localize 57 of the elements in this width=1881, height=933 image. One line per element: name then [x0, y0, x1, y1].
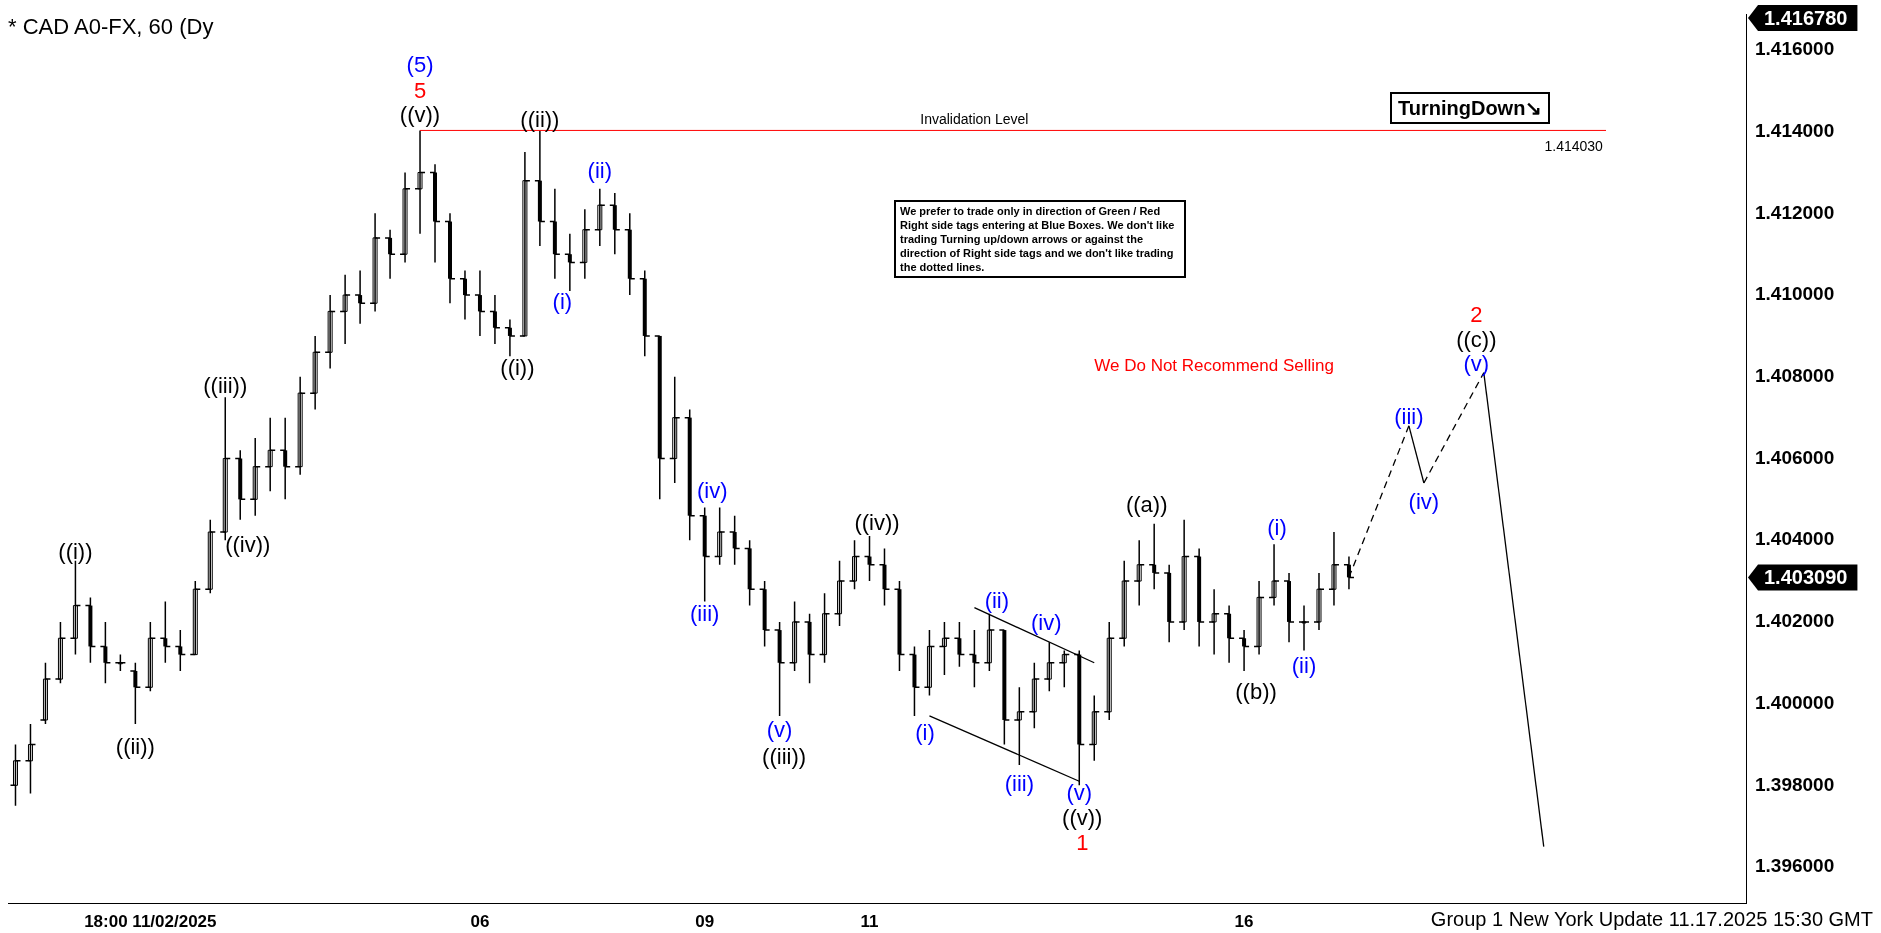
- annotation: ((iii)): [203, 373, 248, 399]
- annotation: ((v)): [399, 101, 441, 127]
- annotation: (ii): [984, 587, 1010, 613]
- x-tick-label: 09: [695, 911, 715, 931]
- x-tick-label: 16: [1234, 911, 1254, 931]
- y-tick-label: 1.414000: [1755, 119, 1835, 141]
- chart-title: * CAD A0-FX, 60 (Dy: [8, 14, 214, 40]
- annotation: ((i)): [58, 538, 93, 564]
- annotation: (5): [406, 51, 434, 77]
- text: 1.403090: [1764, 565, 1848, 588]
- annotation: ((iv)): [225, 531, 271, 557]
- annotation: 2: [1470, 302, 1483, 328]
- annotation: (i): [1267, 515, 1287, 541]
- annotation: (ii): [1291, 652, 1317, 678]
- y-tick-label: 1.396000: [1755, 855, 1835, 877]
- annotation: ((a)): [1125, 492, 1168, 518]
- annotation: (v): [1463, 351, 1490, 377]
- annotation: 5: [413, 77, 427, 103]
- y-tick-label: 1.412000: [1755, 201, 1835, 223]
- annotation: ((i)): [500, 355, 535, 381]
- annotation: (v): [1066, 780, 1093, 806]
- y-tick-label: 1.400000: [1755, 691, 1835, 713]
- ref-line-label: Invalidation Level: [920, 111, 1029, 128]
- annotation: (i): [915, 720, 935, 746]
- annotation: ((b)): [1235, 678, 1277, 704]
- annotation: (i): [552, 289, 573, 315]
- annotation: (iv): [1408, 488, 1440, 514]
- annotation: (iii): [1394, 404, 1424, 430]
- text: Group 1 New York Update 11.17.2025 15:30 GMT: [1430, 908, 1873, 931]
- annotation: (iv): [1031, 610, 1062, 636]
- y-tick-label: 1.398000: [1755, 773, 1835, 795]
- annotation: (iv): [696, 478, 728, 504]
- annotation: ((c)): [1456, 327, 1497, 353]
- annotation: ((v)): [1062, 805, 1103, 831]
- y-tick-label: 1.408000: [1755, 365, 1835, 387]
- annotation: 1: [1076, 830, 1089, 856]
- x-tick-label: 11: [860, 911, 879, 931]
- annotation: ((iv)): [854, 510, 900, 536]
- x-tick-label: 18:00 11/02/2025: [84, 911, 217, 931]
- annotation: (v): [766, 717, 793, 743]
- x-tick-label: 06: [470, 911, 490, 931]
- annotation: We Do Not Recommend Selling: [1094, 356, 1334, 376]
- y-tick-label: 1.404000: [1755, 528, 1835, 550]
- annotation: (ii): [587, 157, 613, 183]
- y-tick-label: 1.402000: [1755, 610, 1835, 632]
- annotation: (iii): [1004, 770, 1034, 796]
- annotation: ((ii)): [520, 106, 560, 132]
- annotation: (iii): [690, 601, 720, 627]
- y-tick-label: 1.406000: [1755, 446, 1835, 468]
- annotation: ((iii)): [762, 744, 807, 770]
- annotation: TurningDown↘: [1390, 92, 1551, 124]
- y-tick-label: 1.410000: [1755, 283, 1835, 305]
- annotation: We prefer to trade only in direction of Green / Red Right side tags entering at Blue Boxes. We don't like trading Turning up/down arrows or against the direction of Right side tags and we don't like trading the dotted lines.: [894, 200, 1186, 278]
- annotation: ((ii)): [115, 733, 155, 759]
- y-tick-label: 1.416000: [1755, 38, 1835, 60]
- text: 1.416780: [1764, 6, 1848, 29]
- annotation: 1.414030: [1544, 137, 1604, 154]
